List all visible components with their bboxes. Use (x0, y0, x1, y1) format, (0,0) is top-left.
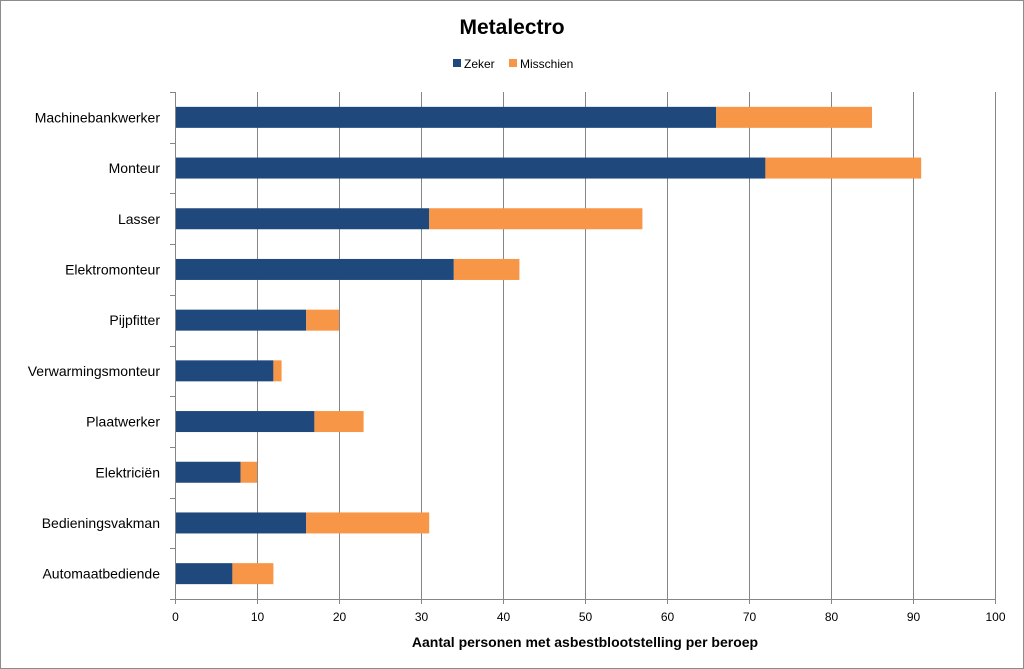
legend: Zeker Misschien (453, 57, 573, 71)
x-tick-label: 70 (743, 610, 757, 624)
category-label: Automaatbediende (42, 566, 160, 582)
x-tick-label: 40 (497, 610, 511, 624)
bar-zeker-7 (175, 461, 241, 483)
bar-zeker-3 (175, 258, 454, 280)
category-label: Bedieningsvakman (42, 515, 160, 531)
bar-zeker-2 (175, 208, 430, 230)
x-tick-label: 60 (661, 610, 675, 624)
chart-title: Metalectro (459, 16, 564, 39)
legend-swatch-misschien (509, 59, 517, 67)
bar-misschien-1 (765, 157, 922, 179)
plot-area: Machinebankwerker Monteur Lasser Elektromon… (28, 92, 1006, 624)
bar-misschien-3 (453, 258, 520, 280)
bar-zeker-1 (175, 157, 766, 179)
bar-zeker-4 (175, 309, 307, 331)
x-tick-label: 20 (333, 610, 347, 624)
category-label: Lasser (118, 211, 160, 227)
legend-label-zeker: Zeker (464, 57, 495, 71)
bar-misschien-7 (240, 461, 257, 483)
bar-zeker-0 (175, 106, 717, 128)
x-tick-label: 10 (251, 610, 265, 624)
x-tick-label: 100 (985, 610, 1005, 624)
category-label: Pijpfitter (109, 312, 160, 328)
x-tick-label: 0 (172, 610, 179, 624)
bar-zeker-9 (175, 563, 233, 585)
x-tick-label: 30 (415, 610, 429, 624)
category-label: Plaatwerker (86, 414, 160, 430)
bar-misschien-6 (314, 411, 364, 433)
category-label: Machinebankwerker (35, 109, 161, 125)
bar-zeker-6 (175, 411, 315, 433)
legend-swatch-zeker (453, 59, 461, 67)
bar-misschien-8 (306, 512, 430, 534)
category-label: Monteur (109, 160, 161, 176)
x-tick-label: 90 (907, 610, 921, 624)
category-label: Verwarmingsmonteur (28, 363, 161, 379)
bar-zeker-8 (175, 512, 307, 534)
bar-zeker-5 (175, 360, 274, 382)
bar-misschien-9 (232, 563, 274, 585)
category-label: Elektriciën (95, 464, 160, 480)
legend-label-misschien: Misschien (520, 57, 573, 71)
bar-misschien-5 (273, 360, 282, 382)
category-label: Elektromonteur (65, 261, 160, 277)
bar-misschien-4 (306, 309, 339, 331)
x-axis-label: Aantal personen met asbestblootstelling … (412, 634, 758, 650)
bar-misschien-0 (716, 106, 872, 128)
bar-misschien-2 (429, 208, 643, 230)
x-tick-label: 80 (825, 610, 839, 624)
x-tick-label: 50 (579, 610, 593, 624)
